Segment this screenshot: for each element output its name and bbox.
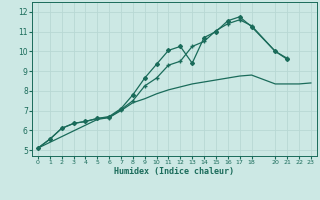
X-axis label: Humidex (Indice chaleur): Humidex (Indice chaleur) xyxy=(115,167,234,176)
